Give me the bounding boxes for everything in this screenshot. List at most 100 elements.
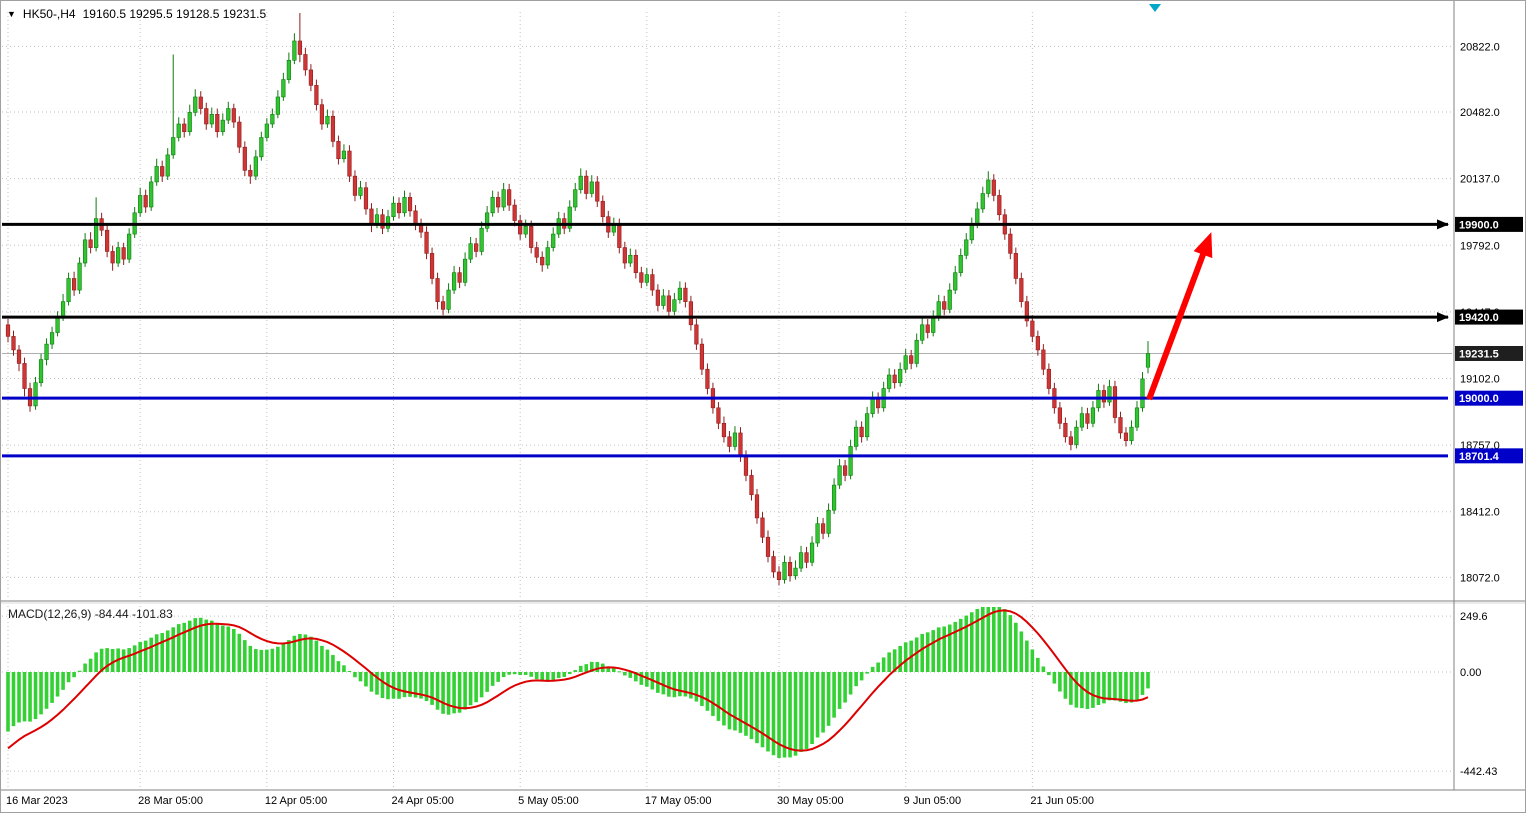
macd-bar	[243, 640, 247, 672]
macd-bar	[810, 672, 814, 744]
candle	[573, 189, 578, 208]
macd-bar	[925, 632, 930, 672]
macd-bar	[1019, 631, 1024, 672]
macd-bar	[1003, 609, 1007, 672]
time-axis[interactable]: 16 Mar 2023 28 Mar 05:00 12 Apr 05:00 24 Ap…	[6, 795, 1094, 807]
candle	[440, 301, 446, 310]
candle	[617, 224, 622, 248]
candle	[1123, 432, 1129, 441]
trend-arrow-head[interactable]	[1193, 232, 1213, 259]
price-axis-label: 20482.0	[1460, 107, 1500, 119]
macd-bar	[309, 636, 313, 672]
candle	[429, 253, 435, 279]
candle	[776, 571, 782, 580]
candle	[887, 374, 892, 389]
macd-bar	[1113, 672, 1117, 701]
price-axis-label: 20137.0	[1460, 174, 1500, 186]
time-axis-label: 24 Apr 05:00	[392, 795, 454, 807]
macd-bar	[28, 672, 32, 722]
candle	[77, 262, 82, 291]
macd-bar	[606, 666, 611, 672]
macd-bar	[402, 672, 407, 698]
candle	[1041, 349, 1046, 370]
macd-bar	[980, 607, 985, 672]
candle	[507, 189, 512, 206]
candle	[270, 114, 275, 125]
candle	[154, 166, 159, 183]
candle	[798, 552, 804, 569]
macd-bar	[94, 652, 98, 672]
candle	[551, 233, 556, 248]
macd-bar	[507, 672, 511, 675]
macd-bar	[314, 640, 319, 672]
candle	[1140, 378, 1145, 409]
macd-bar	[870, 666, 875, 672]
candle	[292, 40, 297, 61]
candle	[870, 397, 875, 414]
macd-bar	[881, 657, 886, 672]
macd-bar	[1063, 672, 1068, 699]
macd-bar	[1096, 672, 1101, 705]
macd-bar	[353, 672, 357, 678]
macd-bar	[964, 615, 969, 672]
macd-bar	[397, 672, 401, 699]
candle	[215, 114, 220, 133]
macd-bar	[22, 672, 27, 722]
candle	[1068, 436, 1073, 445]
candle	[49, 332, 55, 345]
candle	[501, 189, 506, 208]
macd-bar	[336, 661, 341, 672]
macd-bar	[634, 672, 638, 682]
macd-bar	[231, 629, 236, 672]
macd-bar	[1036, 657, 1040, 672]
macd-bar	[143, 640, 148, 672]
candle	[666, 295, 671, 312]
candle	[396, 202, 402, 214]
macd-bar	[782, 672, 787, 758]
macd-bar	[689, 672, 693, 699]
candle	[485, 212, 490, 229]
candle	[171, 137, 176, 156]
macd-bar	[518, 672, 522, 676]
candle	[363, 187, 369, 210]
macd-bar	[991, 607, 996, 672]
macd-bar	[298, 633, 302, 672]
macd-bar	[700, 672, 704, 706]
candle	[672, 299, 677, 312]
candle	[413, 210, 418, 225]
candle	[688, 301, 693, 326]
candle	[1101, 390, 1107, 403]
macd-bar	[325, 649, 330, 672]
candle	[683, 287, 688, 302]
macd-bar	[331, 655, 335, 672]
chart-shift-marker[interactable]	[1149, 4, 1161, 12]
candle	[143, 195, 148, 208]
candle	[953, 272, 958, 291]
macd-bar	[1030, 649, 1035, 672]
macd-histogram	[6, 607, 1150, 758]
macd-bar	[589, 661, 594, 672]
candle	[1024, 301, 1029, 322]
candle	[848, 446, 853, 476]
trend-arrow-shaft[interactable]	[1146, 251, 1207, 401]
macd-bar	[826, 672, 831, 726]
time-axis-label: 5 May 05:00	[518, 795, 579, 807]
macd-bar	[903, 642, 908, 672]
candle	[705, 368, 710, 389]
macd-bar	[1069, 672, 1073, 705]
macd-bar	[628, 672, 633, 678]
macd-bar	[187, 620, 192, 672]
collapse-icon[interactable]: ▼	[7, 8, 16, 19]
price-axis-label: 18412.0	[1460, 507, 1500, 519]
macd-bar	[1102, 672, 1106, 704]
candle	[253, 156, 258, 177]
candle	[308, 69, 313, 86]
macd-bar	[694, 672, 699, 702]
candle	[391, 202, 396, 217]
macd-bar	[551, 672, 556, 681]
price-axis[interactable]: 20822.020482.020137.019792.019447.019102…	[1455, 41, 1523, 778]
macd-bar	[254, 649, 258, 672]
macd-bar	[556, 672, 561, 679]
macd-bar	[226, 626, 231, 672]
